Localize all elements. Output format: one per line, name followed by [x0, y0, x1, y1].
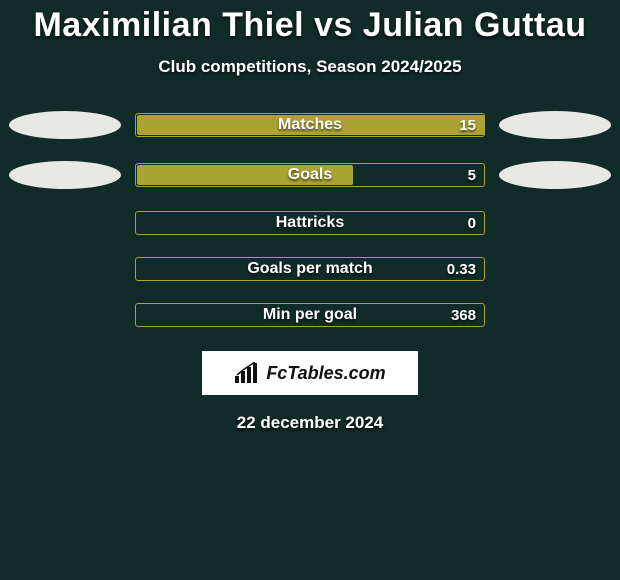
stat-value: 5 — [468, 164, 476, 186]
page-subtitle: Club competitions, Season 2024/2025 — [0, 57, 620, 77]
stat-value: 368 — [451, 304, 476, 326]
stat-bar: Goals per match0.33 — [135, 257, 485, 281]
logo-badge[interactable]: FcTables.com — [202, 351, 418, 395]
comparison-card: Maximilian Thiel vs Julian Guttau Club c… — [0, 0, 620, 433]
logo-text: FcTables.com — [266, 363, 385, 384]
stat-value: 0 — [468, 212, 476, 234]
stat-bar: Goals5 — [135, 163, 485, 187]
stat-bar: Min per goal368 — [135, 303, 485, 327]
stat-row: Matches15 — [5, 111, 615, 139]
stat-label: Min per goal — [136, 304, 484, 326]
date-text: 22 december 2024 — [0, 413, 620, 433]
player-right-ellipse — [499, 111, 611, 139]
stat-bar: Hattricks0 — [135, 211, 485, 235]
stat-bar-fill — [137, 115, 485, 135]
stat-row: Min per goal368 — [5, 303, 615, 327]
stat-row: Goals per match0.33 — [5, 257, 615, 281]
right-ellipse-cell — [495, 111, 615, 139]
stat-rows: Matches15 Goals5 Hattricks0 Goals per match… — [0, 111, 620, 327]
stat-label: Hattricks — [136, 212, 484, 234]
bar-chart-icon — [234, 362, 260, 384]
right-ellipse-cell — [495, 161, 615, 189]
stat-bar: Matches15 — [135, 113, 485, 137]
stat-row: Goals5 — [5, 161, 615, 189]
player-right-ellipse — [499, 161, 611, 189]
page-title: Maximilian Thiel vs Julian Guttau — [0, 6, 620, 45]
player-left-ellipse — [9, 111, 121, 139]
stat-value: 0.33 — [447, 258, 476, 280]
stat-bar-fill — [137, 165, 353, 185]
stat-label: Goals per match — [136, 258, 484, 280]
left-ellipse-cell — [5, 161, 125, 189]
stat-row: Hattricks0 — [5, 211, 615, 235]
player-left-ellipse — [9, 161, 121, 189]
left-ellipse-cell — [5, 111, 125, 139]
